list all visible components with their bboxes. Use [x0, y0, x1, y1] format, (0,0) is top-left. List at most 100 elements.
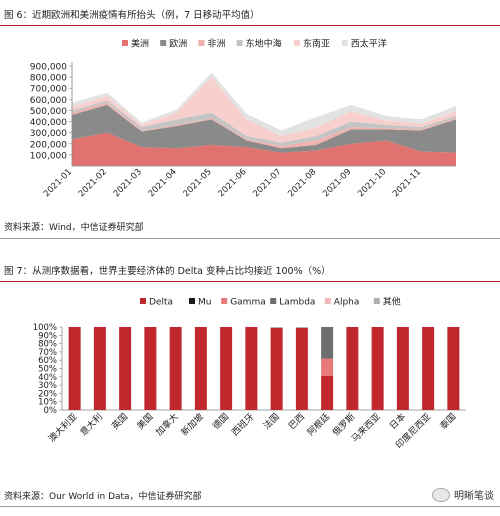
y-tick-label: 0%: [44, 406, 58, 416]
y-tick-label: 700,000: [30, 85, 67, 95]
y-tick-label: 100,000: [30, 151, 67, 161]
area-series-3: [72, 100, 456, 146]
legend-item-0: Delta: [140, 298, 173, 308]
bar-delta-9: [295, 327, 308, 410]
bar-delta-6: [220, 327, 233, 410]
bar-delta-4: [169, 327, 182, 410]
x-tick-label: 美国: [134, 411, 155, 432]
area-series-4: [72, 77, 456, 143]
legend-item-5: 西太平洋: [341, 38, 387, 50]
x-tick-label: 加拿大: [153, 411, 181, 439]
y-tick-label: 400,000: [30, 118, 67, 128]
y-tick-label: 10%: [38, 398, 57, 408]
figure1-title: 图 6：近期欧洲和美洲疫情有所抬头（例，7 日移动平均值）: [0, 6, 500, 26]
area-series-1: [72, 104, 456, 153]
bar-其他-8: [270, 327, 283, 328]
bar-delta-14: [422, 327, 435, 410]
bar-delta-1: [93, 327, 106, 410]
legend-label: 东南亚: [303, 38, 330, 50]
x-tick-label: 2021-02: [77, 167, 109, 199]
legend-swatch: [189, 298, 195, 304]
watermark: 明晰笔谈: [432, 487, 494, 502]
legend-item-3: Lambda: [270, 298, 315, 308]
bar-chart-variants: Delta Mu Gamma Lambda Alpha 其他 0%10%20%30%40%5…: [33, 296, 466, 451]
x-tick-label: 日本: [387, 411, 408, 432]
y-tick-label: 900,000: [30, 63, 67, 73]
figure2-source: 资料来源：Our World in Data，中信证券研究部: [4, 492, 202, 502]
legend-label: Mu: [198, 298, 211, 308]
legend-swatch: [122, 40, 128, 46]
legend-item-4: 东南亚: [294, 38, 330, 50]
bar-delta-7: [245, 327, 258, 410]
legend-label: 美洲: [131, 38, 149, 50]
figure1-source: 资料来源：Wind，中信证券研究部: [4, 223, 144, 233]
y-tick-label: 70%: [38, 348, 57, 358]
y-tick-label: 60%: [38, 356, 57, 366]
legend-swatch: [221, 298, 228, 304]
divider: [0, 238, 500, 239]
bar-delta-12: [371, 327, 384, 410]
y-tick-label: 40%: [38, 373, 57, 383]
legend-swatch: [373, 298, 380, 304]
legend-swatch: [294, 40, 300, 46]
legend-item-2: 非洲: [198, 38, 225, 50]
bar-delta-0: [68, 327, 81, 410]
bar-gamma-10: [321, 358, 334, 376]
x-tick-label: 西班牙: [229, 411, 257, 439]
x-tick-label: 2021-04: [147, 167, 179, 199]
x-tick-label: 巴西: [286, 411, 307, 432]
legend-label: 西太平洋: [351, 38, 387, 50]
bar-delta-2: [119, 327, 132, 410]
bar-delta-13: [396, 327, 409, 410]
y-tick-label: 20%: [38, 389, 57, 399]
x-tick-label: 泰国: [437, 411, 458, 432]
legend-item-0: 美洲: [122, 38, 149, 50]
legend-label: 非洲: [207, 38, 225, 50]
legend-swatch: [341, 40, 348, 46]
y-tick-label: 30%: [38, 381, 57, 391]
legend-item-2: Gamma: [221, 298, 266, 308]
legend-swatch: [198, 40, 205, 46]
legend-swatch: [270, 298, 277, 304]
watermark-text: 明晰笔谈: [454, 491, 494, 502]
legend-item-5: 其他: [373, 296, 401, 308]
x-tick-label: 英国: [109, 411, 130, 432]
y-tick-label: 500,000: [30, 107, 67, 117]
legend-item-1: Mu: [189, 298, 211, 308]
y-tick-label: 90%: [38, 331, 57, 341]
x-tick-label: 2021-06: [216, 167, 248, 199]
x-tick-label: 法国: [261, 411, 282, 432]
bar-delta-10: [321, 375, 334, 410]
y-tick-label: 800,000: [30, 74, 67, 84]
figure2-title: 图 7：从测序数据看，世界主要经济体的 Delta 变种占比均接近 100%（%…: [0, 262, 500, 282]
x-tick-label: 2021-05: [182, 167, 214, 199]
legend-item-3: 东地中海: [236, 38, 282, 50]
divider: [0, 506, 500, 507]
legend-label: 其他: [383, 296, 401, 308]
legend-swatch: [160, 40, 167, 46]
legend-label: Lambda: [279, 298, 315, 308]
bar-delta-11: [346, 327, 359, 410]
bar-delta-5: [194, 327, 207, 410]
bar-delta-8: [270, 327, 283, 410]
legend-label: Gamma: [230, 298, 266, 308]
legend-swatch: [324, 298, 331, 304]
x-tick-label: 2021-10: [356, 167, 388, 199]
y-tick-label: 100%: [33, 323, 57, 333]
legend-swatch: [140, 298, 146, 304]
legend: Delta Mu Gamma Lambda Alpha 其他: [140, 296, 401, 308]
legend-item-4: Alpha: [324, 298, 360, 308]
legend: 美洲 欧洲 非洲 东地中海 东南亚 西太平洋: [122, 38, 387, 50]
area-series-0: [72, 132, 456, 166]
legend-label: Alpha: [334, 298, 360, 308]
wechat-icon: [432, 487, 450, 502]
y-tick-label: 50%: [38, 365, 57, 375]
area-series-5: [72, 72, 456, 136]
x-tick-label: 2021-01: [42, 167, 74, 199]
x-tick-label: 2021-11: [391, 167, 423, 199]
bar-delta-3: [144, 327, 157, 410]
bar-lambda-10: [321, 327, 334, 359]
y-tick-label: 80%: [38, 340, 57, 350]
x-tick-label: 2021-07: [251, 167, 283, 199]
x-tick-label: 新加坡: [178, 411, 206, 439]
